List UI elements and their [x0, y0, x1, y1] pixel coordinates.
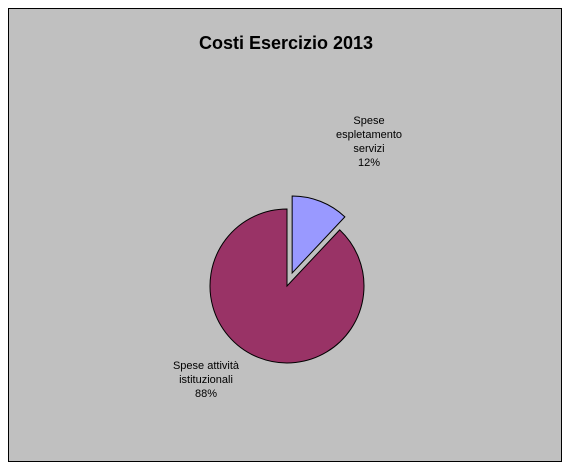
pie-slice-spese-attivita-istituzionali	[209, 208, 365, 364]
data-label-spese-espletamento-servizi: Spese espletamento servizi 12%	[336, 115, 402, 169]
chart-title: Costi Esercizio 2013	[199, 33, 373, 53]
pie-slices	[209, 195, 365, 364]
pie-slice-spese-espletamento-servizi	[291, 195, 346, 275]
slice-labels: Spese espletamento servizi 12% Spese attivit…	[173, 115, 402, 400]
data-label-spese-attivita-istituzionali: Spese attività istituzionali 88%	[173, 360, 240, 400]
pie-chart: Costi Esercizio 2013 Spese espletamento se…	[173, 33, 402, 400]
chart-area: Costi Esercizio 2013 Spese espletamento se…	[8, 8, 562, 462]
